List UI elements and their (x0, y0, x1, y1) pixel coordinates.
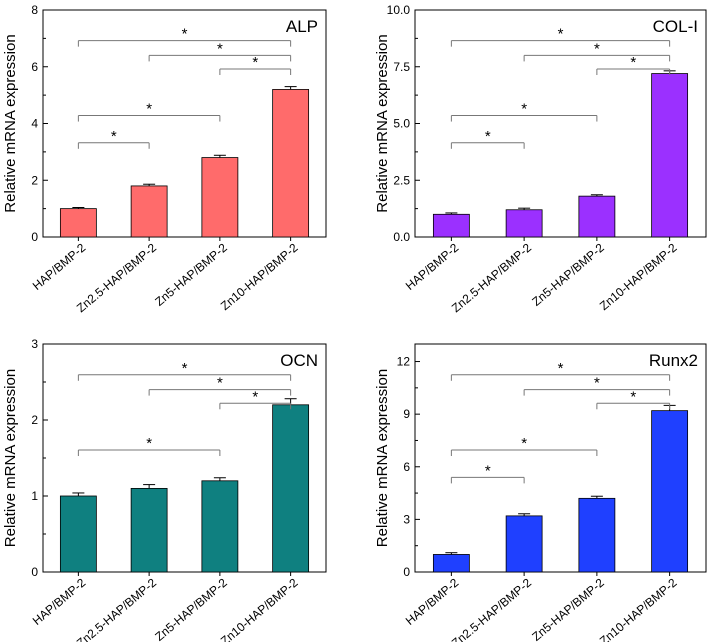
significance-star: * (111, 128, 117, 145)
y-tick-label: 8 (31, 3, 38, 17)
bar (201, 157, 239, 238)
x-tick-label: HAP/BMP-2 (403, 240, 462, 293)
y-tick-label: 6 (31, 60, 38, 74)
y-tick-label: 0 (31, 230, 38, 244)
bar (130, 487, 168, 573)
significance-star: * (521, 101, 527, 118)
x-tick-label: HAP/BMP-2 (403, 575, 462, 628)
significance-star: * (558, 26, 564, 43)
bar (578, 497, 616, 573)
significance-star: * (521, 435, 527, 452)
significance-star: * (217, 375, 223, 392)
y-tick-label: 3 (403, 512, 410, 526)
bar (272, 89, 310, 238)
significance-star: * (630, 388, 636, 405)
x-tick-label: Zn10-HAP/BMP-2 (218, 575, 301, 642)
y-tick-label: 2 (31, 173, 38, 187)
bar (651, 73, 689, 238)
y-tick-label: 2 (31, 413, 38, 427)
x-tick-label: Zn10-HAP/BMP-2 (597, 240, 680, 313)
y-axis-label: Relative mRNA expression (374, 34, 391, 212)
significance-star: * (594, 40, 600, 57)
significance-star: * (252, 388, 258, 405)
significance-star: * (630, 54, 636, 71)
significance-star: * (485, 462, 491, 479)
y-tick-label: 6 (403, 460, 410, 474)
significance-star: * (217, 40, 223, 57)
x-tick-label: Zn5-HAP/BMP-2 (529, 240, 607, 308)
chart-title: ALP (286, 17, 318, 36)
y-tick-label: 2.5 (393, 173, 410, 187)
y-axis-label: Relative mRNA expression (2, 34, 19, 212)
y-tick-label: 1 (31, 489, 38, 503)
y-tick-label: 3 (31, 337, 38, 351)
y-tick-label: 12 (397, 355, 411, 369)
y-tick-label: 0 (403, 565, 410, 579)
bar (130, 185, 168, 238)
y-tick-label: 0.0 (393, 230, 410, 244)
significance-star: * (182, 360, 188, 377)
chart-panel-alp: 0 2 4 6 8 Relative mRNA expression ALP HAP/BMP-… (2, 3, 327, 315)
y-tick-label: 5.0 (393, 117, 410, 131)
x-tick-label: Zn10-HAP/BMP-2 (218, 240, 301, 313)
significance-star: * (485, 128, 491, 145)
bar (272, 404, 310, 573)
bar (432, 554, 470, 573)
chart-title: OCN (280, 351, 318, 370)
x-tick-label: Zn5-HAP/BMP-2 (152, 575, 230, 642)
significance-star: * (252, 54, 258, 71)
bar (505, 209, 543, 238)
y-tick-label: 10.0 (387, 3, 411, 17)
bar (505, 515, 543, 573)
y-axis-label: Relative mRNA expression (374, 369, 391, 547)
bar (59, 208, 97, 238)
x-tick-label: HAP/BMP-2 (30, 240, 89, 293)
significance-star: * (146, 435, 152, 452)
bar (651, 410, 689, 573)
x-tick-label: Zn5-HAP/BMP-2 (152, 240, 230, 308)
x-tick-label: Zn5-HAP/BMP-2 (529, 575, 607, 642)
y-tick-label: 9 (403, 407, 410, 421)
bar (432, 213, 470, 238)
chart-panel-ocn: 0 1 2 3 Relative mRNA expression OCN HAP/BMP-2… (2, 337, 327, 642)
chart-panel-col-i: 0.0 2.5 5.0 7.5 10.0 Relative mRNA expression… (374, 3, 707, 315)
bar (201, 480, 239, 573)
significance-star: * (594, 375, 600, 392)
significance-star: * (182, 26, 188, 43)
x-tick-label: Zn2.5-HAP/BMP-2 (449, 240, 534, 315)
significance-star: * (558, 360, 564, 377)
x-tick-label: HAP/BMP-2 (30, 575, 89, 628)
chart-panel-runx2: 0 3 6 9 12 Relative mRNA expression Runx2 HAP/B… (374, 343, 707, 642)
x-tick-label: Zn10-HAP/BMP-2 (597, 575, 680, 642)
chart-title: COL-I (653, 17, 698, 36)
y-axis-label: Relative mRNA expression (2, 369, 19, 547)
significance-star: * (146, 101, 152, 118)
bar (578, 195, 616, 238)
bar (59, 495, 97, 573)
y-tick-label: 4 (31, 117, 38, 131)
y-tick-label: 0 (31, 565, 38, 579)
plot-frame (414, 343, 707, 573)
y-tick-label: 7.5 (393, 60, 410, 74)
chart-title: Runx2 (649, 351, 698, 370)
x-tick-label: Zn2.5-HAP/BMP-2 (449, 575, 534, 642)
